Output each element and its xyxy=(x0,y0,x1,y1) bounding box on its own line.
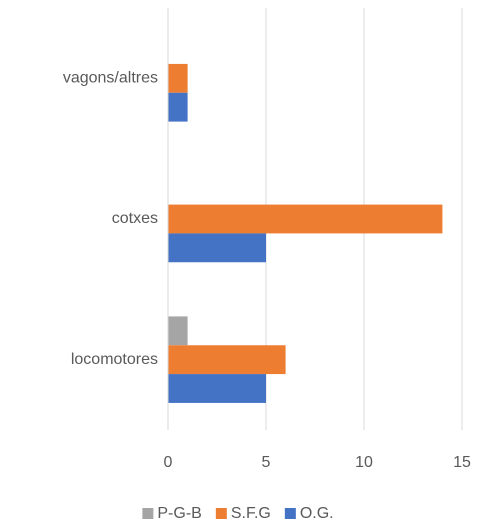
legend-swatch xyxy=(284,508,296,519)
legend-swatch xyxy=(142,508,154,519)
legend-label: O.G. xyxy=(300,505,334,522)
legend-swatch xyxy=(215,508,227,519)
bar xyxy=(168,204,443,234)
bar xyxy=(168,316,188,346)
bar xyxy=(168,233,266,263)
bar xyxy=(168,345,286,375)
legend-label: S.F.G xyxy=(231,505,271,522)
bar xyxy=(168,92,188,122)
y-tick-label: locomotores xyxy=(71,351,158,368)
x-tick-label: 5 xyxy=(262,454,271,471)
x-tick-label: 15 xyxy=(453,454,471,471)
bar xyxy=(168,374,266,403)
x-tick-label: 0 xyxy=(164,454,173,471)
x-tick-label: 10 xyxy=(355,454,373,471)
legend-label: P-G-B xyxy=(157,505,201,522)
y-tick-label: cotxes xyxy=(112,210,158,227)
bar xyxy=(168,63,188,93)
y-tick-label: vagons/altres xyxy=(63,70,158,87)
